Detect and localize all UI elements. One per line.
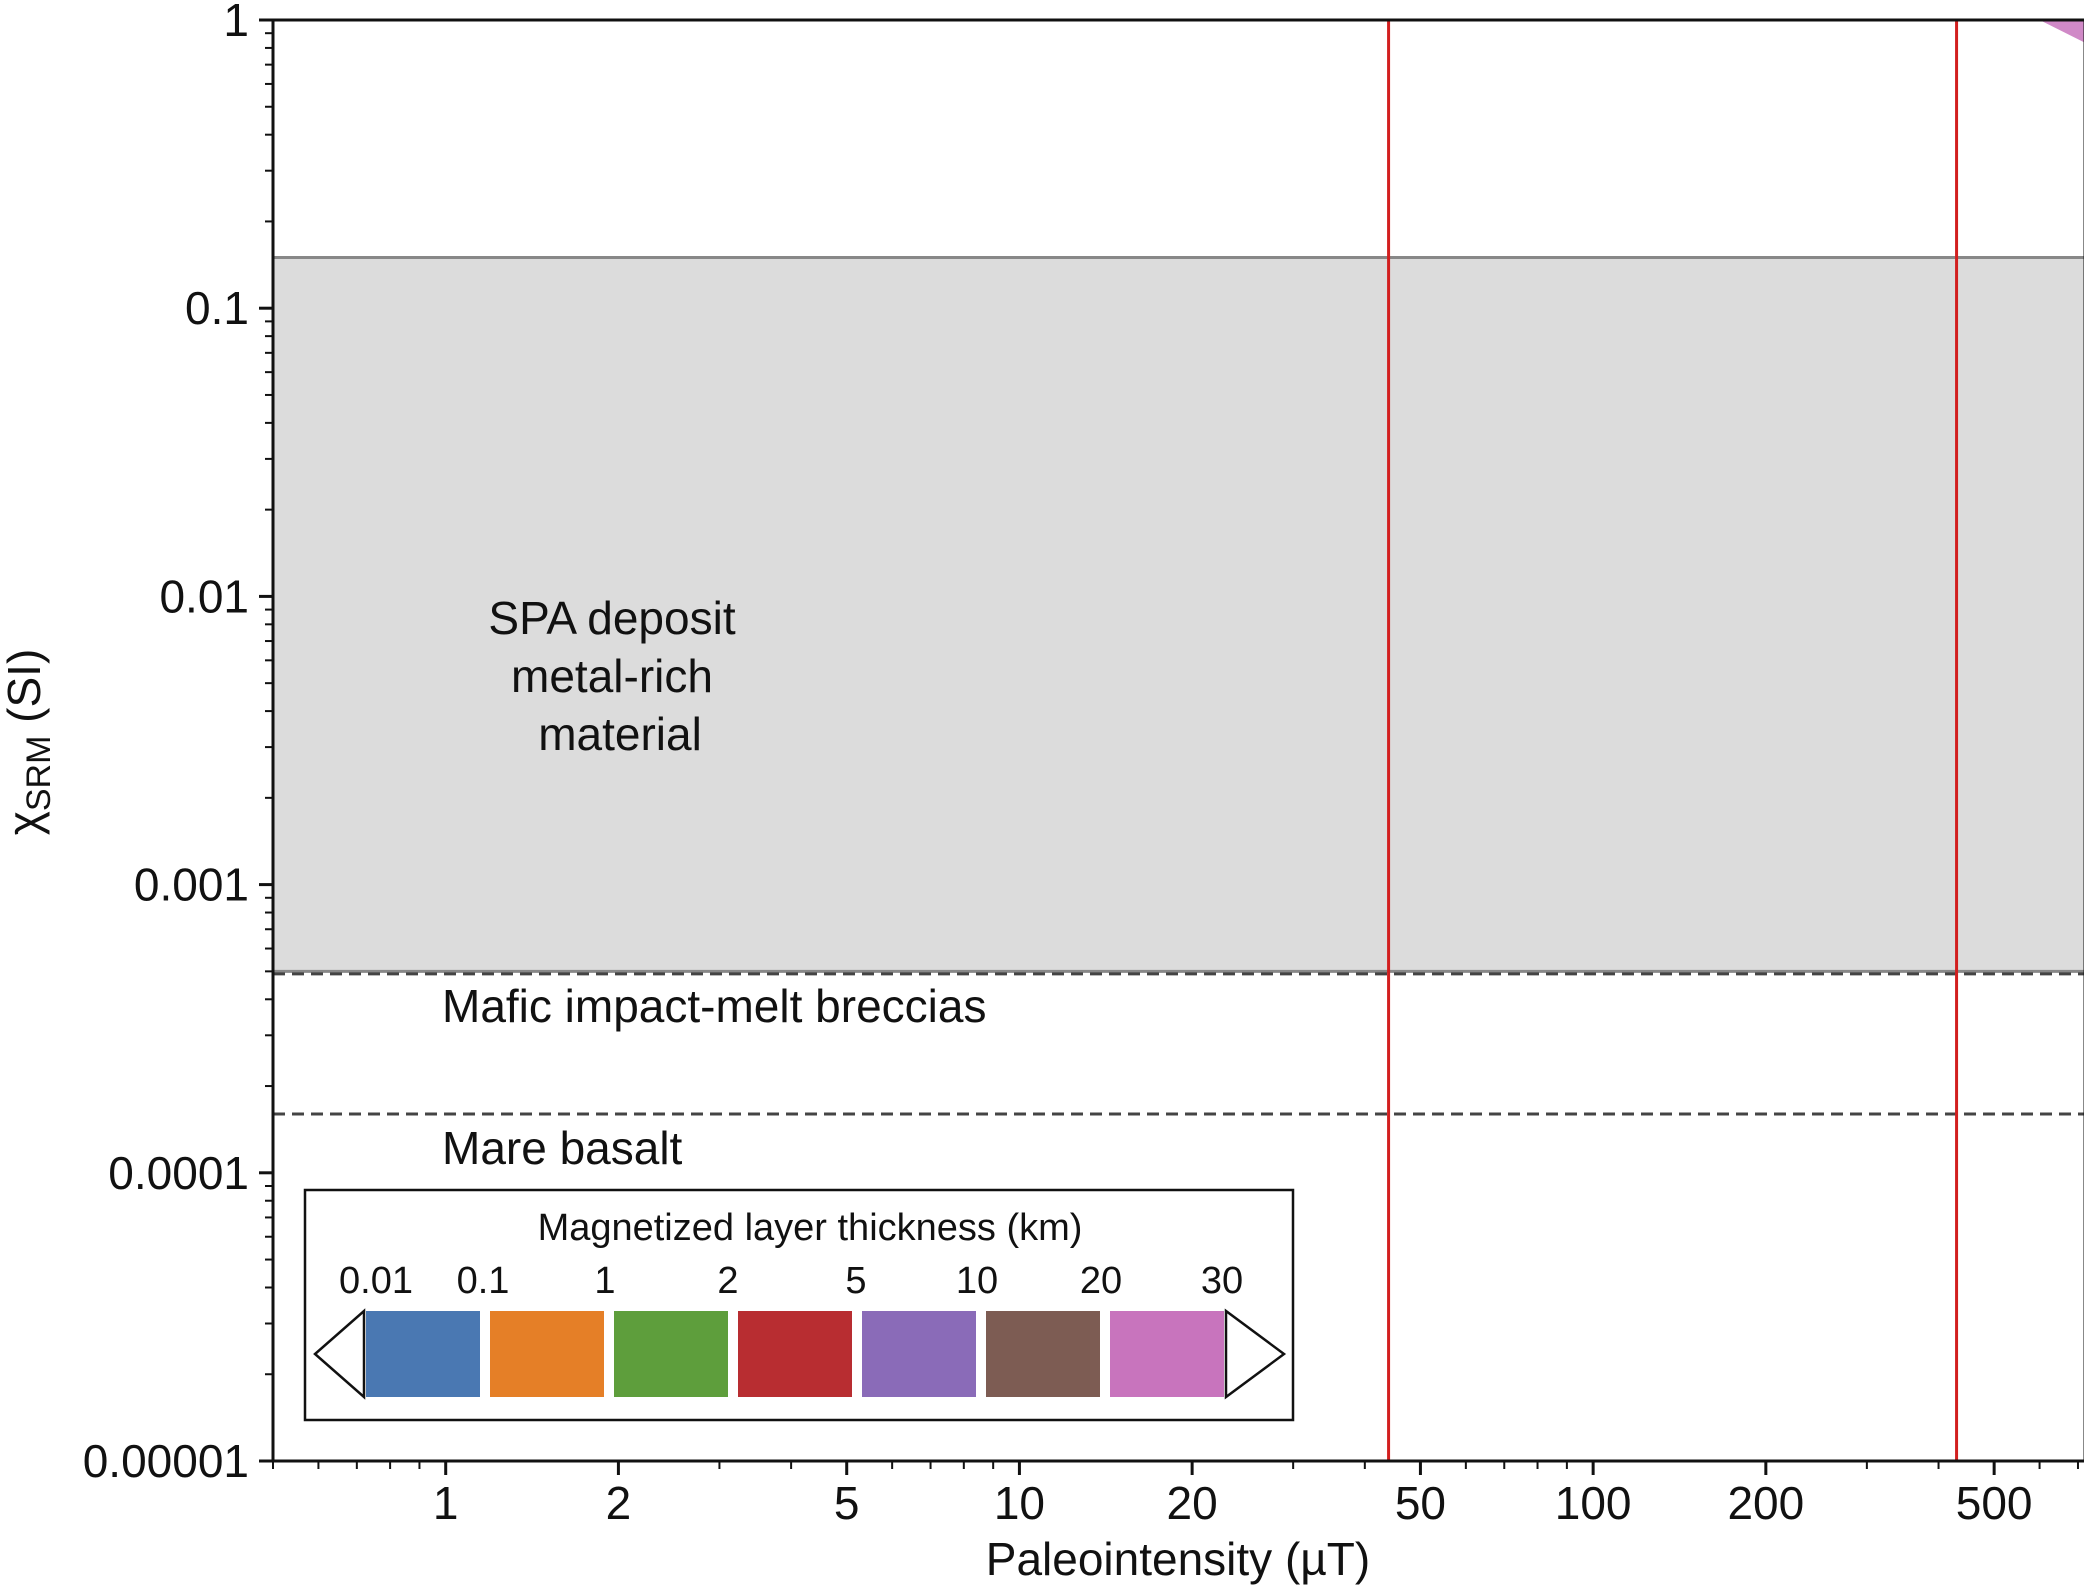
colorbar-tick-label-3: 1 [594, 1260, 615, 1302]
y-tick-label-6: 0.00001 [83, 1435, 249, 1487]
y-tick-label-4: 0.001 [134, 859, 249, 911]
colorbar-segment-5 [862, 1311, 976, 1397]
y-tick-label-1: 1 [223, 0, 249, 46]
y-tick-label-3: 0.01 [159, 570, 249, 622]
x-tick-label-5: 20 [1167, 1477, 1218, 1529]
colorbar-tick-label-1: 0.01 [339, 1260, 413, 1302]
spa-deposit-region [273, 257, 2084, 972]
plot-frame [271, 18, 2084, 1463]
colorbar-tick-label-5: 5 [845, 1260, 866, 1302]
x-tick-label-8: 200 [1727, 1477, 1804, 1529]
y-axis-label-suffix: (SI) [0, 649, 50, 736]
band-series-7 [2039, 20, 2084, 43]
colorbar-legend: Magnetized layer thickness (km) 0.01 0.1 1… [303, 1188, 1295, 1422]
x-tick-label-7: 100 [1555, 1477, 1632, 1529]
x-tick-label-4: 10 [994, 1477, 1045, 1529]
x-tick-label-1: 1 [433, 1477, 459, 1529]
legend-title: Magnetized layer thickness (km) [538, 1207, 1083, 1249]
colorbar-segment-4 [738, 1311, 852, 1397]
chart-text: SPA deposit metal-rich material Mafic im… [0, 592, 1370, 1585]
x-tick-label-2: 2 [606, 1477, 632, 1529]
x-tick-label-3: 5 [834, 1477, 860, 1529]
y-axis-label-chi: χ [0, 811, 50, 835]
y-tick-label-5: 0.0001 [108, 1147, 249, 1199]
colorbar-extend-right [1224, 1308, 1287, 1400]
axes: 1 2 5 10 20 50 100 200 500 1 0.1 0.01 0.001 0.0001 0.0… [83, 0, 2084, 1529]
plot-area [273, 20, 2084, 1461]
region-label-spa-2: metal-rich [511, 650, 713, 702]
x-tick-label-9: 500 [1956, 1477, 2033, 1529]
colorbar-tick-label-2: 0.1 [457, 1260, 510, 1302]
region-label-spa-3: material [538, 708, 702, 760]
colorbar-segment-6 [986, 1311, 1100, 1397]
colorbar-tick-label-4: 2 [717, 1260, 738, 1302]
colorbar-segment-1 [366, 1311, 480, 1397]
colorbar-segment-7 [1110, 1311, 1224, 1397]
colorbar-extend-left [313, 1308, 366, 1400]
colorbar-segment-2 [490, 1311, 604, 1397]
line-label-mare-basalt: Mare basalt [442, 1122, 683, 1174]
colorbar-tick-label-7: 20 [1080, 1260, 1122, 1302]
x-axis-label: Paleointensity (µT) [986, 1533, 1370, 1585]
x-tick-label-6: 50 [1395, 1477, 1446, 1529]
colorbar-segment-3 [614, 1311, 728, 1397]
colorbar-tick-label-8: 30 [1201, 1260, 1243, 1302]
line-label-mafic-breccias: Mafic impact-melt breccias [442, 980, 986, 1032]
colorbar-tick-label-6: 10 [956, 1260, 998, 1302]
y-axis-label: χSRM (SI) [0, 649, 58, 836]
y-tick-label-2: 0.1 [185, 282, 249, 334]
region-label-spa-1: SPA deposit [488, 592, 735, 644]
y-axis-label-subscript: SRM [20, 736, 58, 812]
